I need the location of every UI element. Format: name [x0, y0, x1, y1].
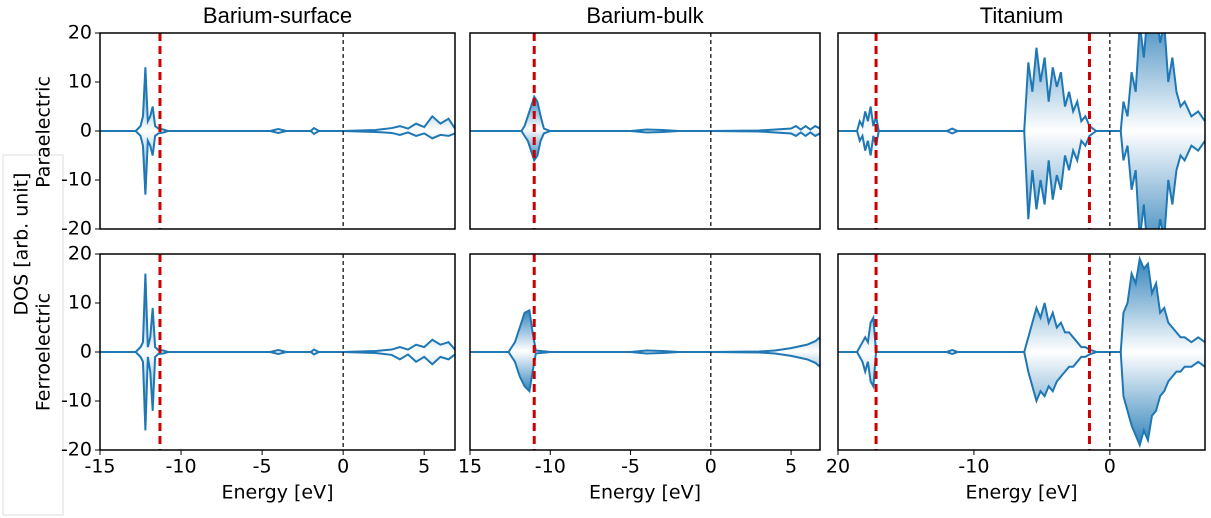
dos-fill: [838, 33, 1205, 229]
y-tick-label: 10: [68, 71, 92, 93]
plot-area: [100, 254, 455, 450]
x-tick-label: 0: [337, 456, 349, 478]
dos-line: [838, 33, 1205, 132]
x-tick-label: 20: [826, 456, 850, 478]
y-tick-label: 20: [68, 243, 92, 265]
y-tick-label: -10: [61, 169, 92, 191]
dos-line: [100, 351, 455, 431]
dos-line: [470, 351, 820, 394]
x-tick-label: 15: [458, 456, 482, 478]
x-tick-label: -5: [253, 456, 272, 478]
x-tick-label: -10: [535, 456, 566, 478]
axes-frame: [837, 32, 1206, 230]
x-tick-label: 0: [705, 456, 717, 478]
panel-title: Barium-bulk: [586, 3, 704, 28]
x-tick-label: -10: [958, 456, 989, 478]
x-tick-label: -10: [166, 456, 197, 478]
plot-area: [838, 33, 1205, 229]
dos-line: [470, 94, 820, 132]
dos-line: [470, 130, 820, 163]
dos-fill: [100, 67, 455, 195]
plot-area: [100, 33, 455, 229]
row-label: Paraelectric: [33, 76, 55, 188]
x-tick-label: -5: [621, 456, 640, 478]
label-frame: [2, 154, 64, 516]
y-tick-label: 10: [68, 292, 92, 314]
x-axis-label: Energy [eV]: [589, 482, 701, 504]
x-axis-label: Energy [eV]: [965, 482, 1077, 504]
x-tick-label: 0: [1104, 456, 1116, 478]
x-tick-label: 5: [785, 456, 797, 478]
panel-title: Barium-surface: [203, 3, 352, 28]
dos-fill: [100, 273, 455, 431]
y-axis-label: DOS [arb. unit]: [11, 173, 33, 316]
panel-title: Titanium: [980, 3, 1064, 28]
plot-area: [838, 254, 1205, 450]
dos-fill: [838, 258, 1205, 446]
axes-frame: [837, 253, 1206, 451]
dos-fill: [470, 96, 820, 161]
axes-frame: [469, 253, 821, 451]
plot-area: [470, 254, 820, 450]
axes-frame: [469, 32, 821, 230]
x-tick-label: 5: [418, 456, 430, 478]
x-tick-label: -15: [84, 456, 115, 478]
dos-line: [470, 308, 820, 353]
y-tick-label: -20: [61, 439, 92, 461]
y-tick-label: -10: [61, 390, 92, 412]
y-tick-label: -20: [61, 218, 92, 240]
x-axis-label: Energy [eV]: [221, 482, 333, 504]
y-tick-label: 0: [80, 341, 92, 363]
row-label: Ferroelectric: [33, 293, 55, 411]
y-tick-label: 20: [68, 22, 92, 44]
plot-area: [470, 33, 820, 229]
y-tick-label: 0: [80, 120, 92, 142]
dos-line: [100, 130, 455, 195]
